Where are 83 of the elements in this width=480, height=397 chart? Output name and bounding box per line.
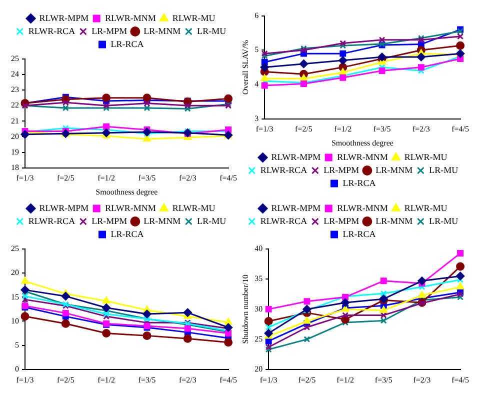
legend-label: RLWR-MPM xyxy=(39,12,89,23)
x-tick-label: f=1/2 xyxy=(334,124,352,134)
y-tick-label: 25 xyxy=(11,244,19,254)
x-tick-label: f=1/3 xyxy=(260,375,278,384)
x-tick-label: f=3/5 xyxy=(138,174,156,183)
y-axis-title: Overall SLAV/% xyxy=(240,40,250,95)
y-tick-label: 5 xyxy=(254,45,259,54)
x-tick-label: f=2/5 xyxy=(56,174,74,183)
x-axis-title: Smoothness degree xyxy=(96,187,158,196)
y-tick-label: 35 xyxy=(254,274,263,284)
y-tick-label: 15 xyxy=(11,292,19,302)
x-tick-label: f=2/5 xyxy=(298,375,316,384)
y-tick-label: 22 xyxy=(11,100,19,110)
x-tick-label: f=3/5 xyxy=(138,375,156,384)
x-tick-label: f=2/3 xyxy=(412,124,430,134)
y-tick-label: 25 xyxy=(11,54,19,64)
legend-label: RLWR-MU xyxy=(404,202,448,213)
x-tick-label: f=2/5 xyxy=(56,375,74,384)
legend-label: RLWR-RCA xyxy=(260,164,308,175)
legend-label: LR-MNM xyxy=(376,216,413,226)
legend-label: LR-RCA xyxy=(110,38,144,49)
legend-label: RLWR-MU xyxy=(404,152,448,162)
legend-label: RLWR-MU xyxy=(172,202,216,213)
legend-label: RLWR-MU xyxy=(172,12,216,23)
x-tick-label: f=1/3 xyxy=(16,375,34,384)
y-tick-label: 20 xyxy=(254,364,263,374)
legend-label: LR-MNM xyxy=(144,216,181,226)
x-tick-label: f=1/2 xyxy=(336,375,354,384)
legend-label: RLWR-RCA xyxy=(28,26,76,36)
legend-label: RLWR-MNM xyxy=(105,202,156,213)
y-tick-label: 18 xyxy=(11,162,19,172)
legend-label: RLWR-MPM xyxy=(271,152,321,162)
y-tick-label: 21 xyxy=(11,116,19,126)
legend-label: RLWR-MNM xyxy=(337,202,388,213)
x-tick-label: f=3/5 xyxy=(374,375,392,384)
y-tick-label: 6 xyxy=(254,10,259,20)
legend-label: LR-RCA xyxy=(342,228,376,239)
legend-label: RLWR-MNM xyxy=(337,152,388,162)
x-tick-label: f=1/2 xyxy=(98,174,116,183)
y-tick-label: 3 xyxy=(254,114,259,123)
y-tick-label: 25 xyxy=(254,334,263,344)
legend-label: LR-MPM xyxy=(324,164,360,175)
legend-label: LR-MPM xyxy=(92,216,128,226)
legend-label: LR-MNM xyxy=(144,26,181,36)
legend-label: RLWR-MNM xyxy=(105,12,156,23)
legend-label: LR-MU xyxy=(197,26,227,36)
legend-label: LR-MNM xyxy=(376,164,413,175)
x-tick-label: f=4/5 xyxy=(220,375,238,384)
y-tick-label: 19 xyxy=(11,147,19,156)
y-tick-label: 4 xyxy=(254,80,259,89)
legend-label: LR-RCA xyxy=(342,178,376,188)
x-tick-label: f=4/5 xyxy=(220,174,238,183)
x-tick-label: f=2/5 xyxy=(295,124,312,134)
y-tick-label: 23 xyxy=(11,85,19,94)
legend-label: LR-MU xyxy=(429,216,459,226)
x-tick-label: f=3/5 xyxy=(373,124,391,134)
x-tick-label: f=1/3 xyxy=(256,124,274,134)
x-tick-label: f=2/3 xyxy=(413,375,431,384)
legend-label: LR-MU xyxy=(429,164,459,175)
y-tick-label: 30 xyxy=(254,304,263,314)
legend-label: LR-MU xyxy=(197,216,227,226)
legend-label: RLWR-MPM xyxy=(39,202,89,213)
y-axis-title: Shutdown number/10 xyxy=(240,274,250,344)
legend-label: RLWR-RCA xyxy=(28,216,76,226)
legend-label: LR-RCA xyxy=(110,228,144,239)
x-tick-label: f=4/5 xyxy=(452,375,470,384)
y-tick-label: 5 xyxy=(15,340,19,350)
y-tick-label: 20 xyxy=(11,268,19,278)
y-tick-label: 24 xyxy=(11,70,19,79)
y-tick-label: 10 xyxy=(11,316,19,326)
x-tick-label: f=1/2 xyxy=(98,375,116,384)
legend-label: RLWR-MPM xyxy=(271,202,321,213)
legend-label: LR-MPM xyxy=(92,26,128,36)
x-tick-label: f=2/3 xyxy=(178,174,196,183)
x-tick-label: f=1/3 xyxy=(16,174,34,183)
legend-label: LR-MPM xyxy=(324,216,360,226)
legend-label: RLWR-RCA xyxy=(260,216,308,226)
x-tick-label: f=2/3 xyxy=(178,375,196,384)
y-tick-label: 40 xyxy=(254,244,263,254)
y-tick-label: 0 xyxy=(15,364,19,374)
y-tick-label: 20 xyxy=(11,132,19,141)
x-axis-title: Smoothness degree xyxy=(331,138,394,148)
x-tick-label: f=4/5 xyxy=(452,124,470,134)
